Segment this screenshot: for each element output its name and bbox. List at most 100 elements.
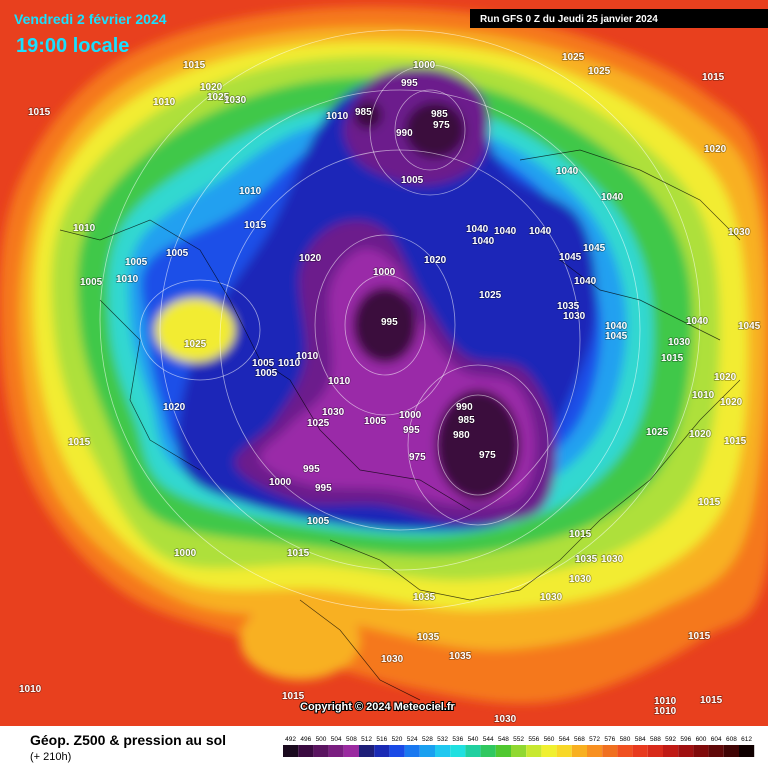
isobar <box>314 234 456 416</box>
pressure-label: 1040 <box>466 224 489 235</box>
scale-label: 576 <box>604 736 615 743</box>
pressure-label: 1010 <box>654 706 677 717</box>
scale-label: 568 <box>574 736 585 743</box>
scale-label: 580 <box>620 736 631 743</box>
scale-label: 492 <box>285 736 296 743</box>
scale-label: 596 <box>680 736 691 743</box>
pressure-label: 975 <box>479 450 496 461</box>
pressure-label: 1045 <box>583 243 606 254</box>
coastline <box>59 219 471 511</box>
pressure-label: 1030 <box>601 554 624 565</box>
pressure-label: 1005 <box>252 358 275 369</box>
scale-swatch <box>647 745 663 757</box>
scale-swatch <box>343 745 359 757</box>
pressure-label: 1030 <box>494 714 517 725</box>
pressure-label: 1005 <box>125 257 148 268</box>
pressure-label: 1030 <box>563 311 586 322</box>
scale-label: 548 <box>498 736 509 743</box>
pressure-label: 1010 <box>278 358 301 369</box>
height-zone <box>436 390 520 500</box>
scale-swatch <box>602 745 618 757</box>
scale-swatch <box>495 745 511 757</box>
height-zone <box>155 298 235 362</box>
pressure-label: 1000 <box>413 60 436 71</box>
scale-swatch <box>663 745 679 757</box>
pressure-label: 1020 <box>689 429 712 440</box>
height-zone <box>240 600 360 680</box>
pressure-label: 995 <box>381 317 398 328</box>
scale-label: 608 <box>726 736 737 743</box>
scale-label: 536 <box>452 736 463 743</box>
pressure-label: 1020 <box>424 255 447 266</box>
scale-label: 592 <box>665 736 676 743</box>
pressure-label: 990 <box>396 128 413 139</box>
pressure-label: 1015 <box>698 497 721 508</box>
scale-swatch <box>526 745 542 757</box>
pressure-label: 1040 <box>686 316 709 327</box>
pressure-label: 995 <box>403 425 420 436</box>
pressure-label: 1000 <box>399 410 422 421</box>
geopotential-field <box>0 6 768 704</box>
scale-swatch <box>693 745 709 757</box>
pressure-label: 975 <box>409 452 426 463</box>
scale-label: 544 <box>483 736 494 743</box>
scale-swatch <box>419 745 435 757</box>
pressure-label: 1015 <box>724 436 747 447</box>
color-scale: 492 496 500 504 508 512 516 520 524 528 532 536 540 5… <box>283 736 755 757</box>
scale-label: 552 <box>513 736 524 743</box>
pressure-label: 1030 <box>322 407 345 418</box>
scale-swatch <box>556 745 572 757</box>
pressure-label: 1005 <box>166 248 189 259</box>
pressure-label: 1025 <box>588 66 611 77</box>
scale-label: 560 <box>544 736 555 743</box>
scale-swatch <box>298 745 314 757</box>
scale-swatch <box>632 745 648 757</box>
scale-label: 512 <box>361 736 372 743</box>
pressure-label: 1040 <box>574 276 597 287</box>
height-zone <box>353 287 417 363</box>
scale-swatch <box>541 745 557 757</box>
pressure-label: 985 <box>431 109 448 120</box>
pressure-label: 1040 <box>601 192 624 203</box>
scale-label: 604 <box>711 736 722 743</box>
pressure-label: 1015 <box>287 548 310 559</box>
pressure-label: 1010 <box>73 223 96 234</box>
scale-swatch <box>617 745 633 757</box>
pressure-label: 985 <box>458 415 475 426</box>
pressure-label: 1035 <box>417 632 440 643</box>
pressure-label: 1025 <box>646 427 669 438</box>
scale-swatch <box>678 745 694 757</box>
pressure-label: 1015 <box>282 691 305 702</box>
time-label: 19:00 locale <box>16 35 129 57</box>
pressure-label: 1030 <box>381 654 404 665</box>
pressure-label: 1035 <box>413 592 436 603</box>
isobar <box>99 29 701 611</box>
pressure-label: 1035 <box>575 554 598 565</box>
pressure-label: 1030 <box>668 337 691 348</box>
pressure-label: 1045 <box>559 252 582 263</box>
coastlines <box>59 149 741 701</box>
pressure-label: 1015 <box>68 437 91 448</box>
pressure-label: 1005 <box>307 516 330 527</box>
pressure-label: 1025 <box>307 418 330 429</box>
isobar <box>139 279 261 381</box>
scale-label: 540 <box>468 736 479 743</box>
height-zone <box>354 101 382 129</box>
pressure-label: 1010 <box>326 111 349 122</box>
pressure-label: 1015 <box>28 107 51 118</box>
isobars <box>99 29 701 611</box>
pressure-label: 1025 <box>562 52 585 63</box>
pressure-label: 1020 <box>714 372 737 383</box>
isobar <box>159 89 641 571</box>
pressure-label: 1020 <box>720 397 743 408</box>
pressure-label: 1010 <box>692 390 715 401</box>
isobar <box>344 274 426 376</box>
pressure-label: 1025 <box>479 290 502 301</box>
run-label: Run GFS 0 Z du Jeudi 25 janvier 2024 <box>480 14 658 25</box>
scale-swatch <box>435 745 451 757</box>
coastline <box>519 149 741 241</box>
pressure-label: 1035 <box>557 301 580 312</box>
pressure-label: 1010 <box>654 696 677 707</box>
scale-label: 584 <box>635 736 646 743</box>
